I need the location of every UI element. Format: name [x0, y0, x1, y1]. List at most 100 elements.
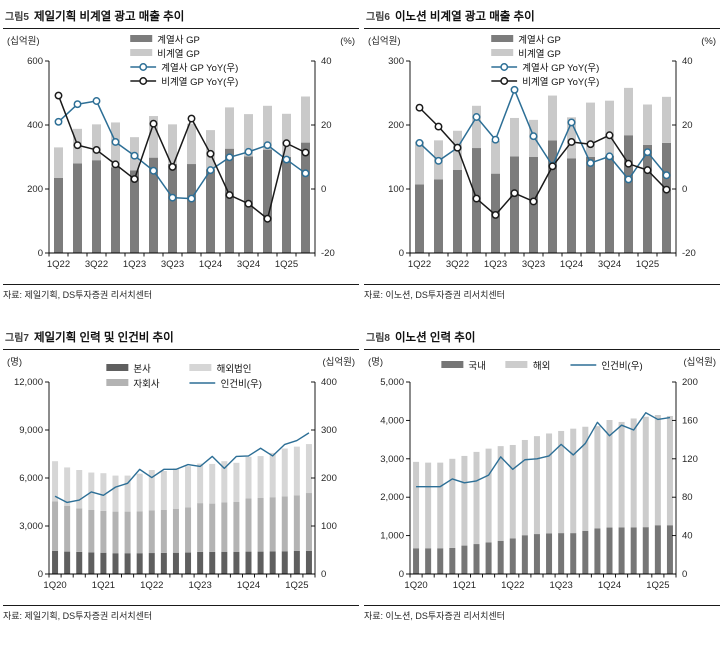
figure-title-text: 이노션 인력 추이 — [394, 332, 476, 344]
line-marker — [206, 149, 215, 158]
bar-segment — [52, 501, 59, 551]
svg-text:200: 200 — [27, 184, 43, 195]
svg-text:40: 40 — [321, 56, 332, 67]
line-marker — [225, 153, 234, 162]
bar-segment — [567, 117, 576, 159]
svg-text:0: 0 — [399, 569, 404, 580]
svg-text:3,000: 3,000 — [19, 521, 43, 532]
bar-segment — [305, 550, 312, 574]
bar-segment — [437, 462, 444, 549]
bar-segment — [472, 105, 481, 149]
bar-segment — [245, 551, 252, 574]
bar-segment — [305, 444, 312, 494]
line-marker — [510, 85, 519, 94]
svg-text:1Q23: 1Q23 — [484, 259, 507, 270]
line-marker — [567, 138, 576, 146]
line-marker — [453, 143, 462, 152]
svg-text:1Q24: 1Q24 — [598, 580, 621, 591]
bar-segment — [149, 157, 158, 253]
svg-text:3Q24: 3Q24 — [598, 259, 621, 270]
bar-segment — [245, 498, 252, 552]
bar-segment — [449, 547, 456, 574]
cheil-headcount-chart: (명) (십억원) 0 3,000 6,000 9,000 12,000 0 100 200 300… — [7, 356, 355, 591]
source-note: 자료: 이노션, DS투자증권 리서치센터 — [364, 605, 720, 622]
line-marker — [149, 166, 158, 175]
bar-segment — [76, 470, 83, 509]
bar-segment — [269, 551, 276, 574]
bar-segment — [605, 155, 614, 253]
line-marker — [206, 166, 215, 175]
panel-title: 그림6 이노션 비계열 광고 매출 추이 — [364, 6, 720, 29]
bar-segment — [149, 116, 158, 158]
bar-segment — [124, 475, 131, 512]
bar-segment — [112, 553, 119, 574]
bar-segment — [172, 552, 179, 574]
figure-number: 그림7 — [5, 333, 29, 344]
svg-text:(%): (%) — [701, 36, 716, 47]
bar-segment — [618, 421, 625, 528]
svg-text:160: 160 — [682, 415, 698, 426]
bar-segment — [654, 415, 661, 526]
yoy-line — [418, 89, 668, 181]
line-marker — [662, 185, 671, 194]
svg-text:1,000: 1,000 — [380, 531, 404, 542]
svg-text:2,000: 2,000 — [380, 492, 404, 503]
line-marker — [92, 146, 101, 154]
panel-title: 그림8 이노션 인력 추이 — [364, 327, 720, 350]
svg-text:400: 400 — [27, 120, 43, 131]
svg-text:5,000: 5,000 — [380, 377, 404, 388]
axes — [45, 381, 316, 578]
bar-segment — [76, 551, 83, 574]
axes — [406, 60, 677, 257]
innocean-revenue-chart: (십억원) (%) 0 100 200 300 -20 0 20 40 1Q22 3Q22 1Q23 3Q… — [368, 35, 716, 270]
svg-text:(%): (%) — [340, 36, 355, 47]
svg-text:3Q23: 3Q23 — [161, 259, 184, 270]
line-marker — [415, 138, 424, 147]
bar-segment — [642, 416, 649, 528]
bar-segment — [136, 473, 143, 512]
bar-segment — [491, 141, 500, 174]
bar-segment — [630, 418, 637, 528]
bar-segment — [160, 510, 167, 553]
bar-segment — [281, 448, 288, 497]
panel-title: 그림5 제일기획 비계열 광고 매출 추이 — [3, 6, 359, 29]
bar-segment — [281, 496, 288, 552]
bar-segment — [124, 553, 131, 574]
bar-segment — [413, 461, 420, 549]
figure-panel-fig8: 그림8 이노션 인력 추이 (명) (십억원) 0 1,000 2,000 3,000 4,0… — [364, 327, 720, 622]
bar-segment — [594, 528, 601, 574]
bar-series — [415, 87, 671, 253]
svg-text:(십억원): (십억원) — [7, 35, 40, 47]
line-marker — [567, 118, 576, 127]
bar-segment — [168, 124, 177, 165]
bar-segment — [510, 156, 519, 253]
source-note: 자료: 이노션, DS투자증권 리서치센터 — [364, 284, 720, 301]
svg-text:100: 100 — [388, 184, 404, 195]
bar-segment — [209, 551, 216, 574]
line-marker — [282, 155, 291, 164]
bar-segment — [630, 527, 637, 574]
bar-segment — [546, 533, 553, 574]
bar-segment — [52, 550, 59, 574]
line-marker — [434, 122, 443, 131]
line-marker — [529, 197, 538, 206]
bar-segment — [172, 508, 179, 553]
bar-segment — [282, 113, 291, 157]
bar-segment — [245, 456, 252, 499]
line-marker — [586, 159, 595, 168]
chart-area: (십억원) (%) 0 200 400 600 -20 0 20 40 1Q22 3Q22 1Q23 3Q… — [3, 31, 359, 281]
panel-title: 그림7 제일기획 인력 및 인건비 추이 — [3, 327, 359, 350]
line-marker — [92, 97, 101, 105]
bar-segment — [148, 470, 155, 511]
line-marker — [54, 91, 63, 100]
line-marker — [73, 100, 82, 109]
bar-segment — [206, 130, 215, 170]
line-marker — [472, 194, 481, 203]
bar-segment — [282, 157, 291, 253]
bar-segment — [269, 497, 276, 552]
svg-text:3Q22: 3Q22 — [446, 259, 469, 270]
bar-segment — [172, 468, 179, 509]
bar-segment — [64, 467, 71, 506]
line-marker — [244, 199, 253, 208]
bar-segment — [293, 550, 300, 574]
